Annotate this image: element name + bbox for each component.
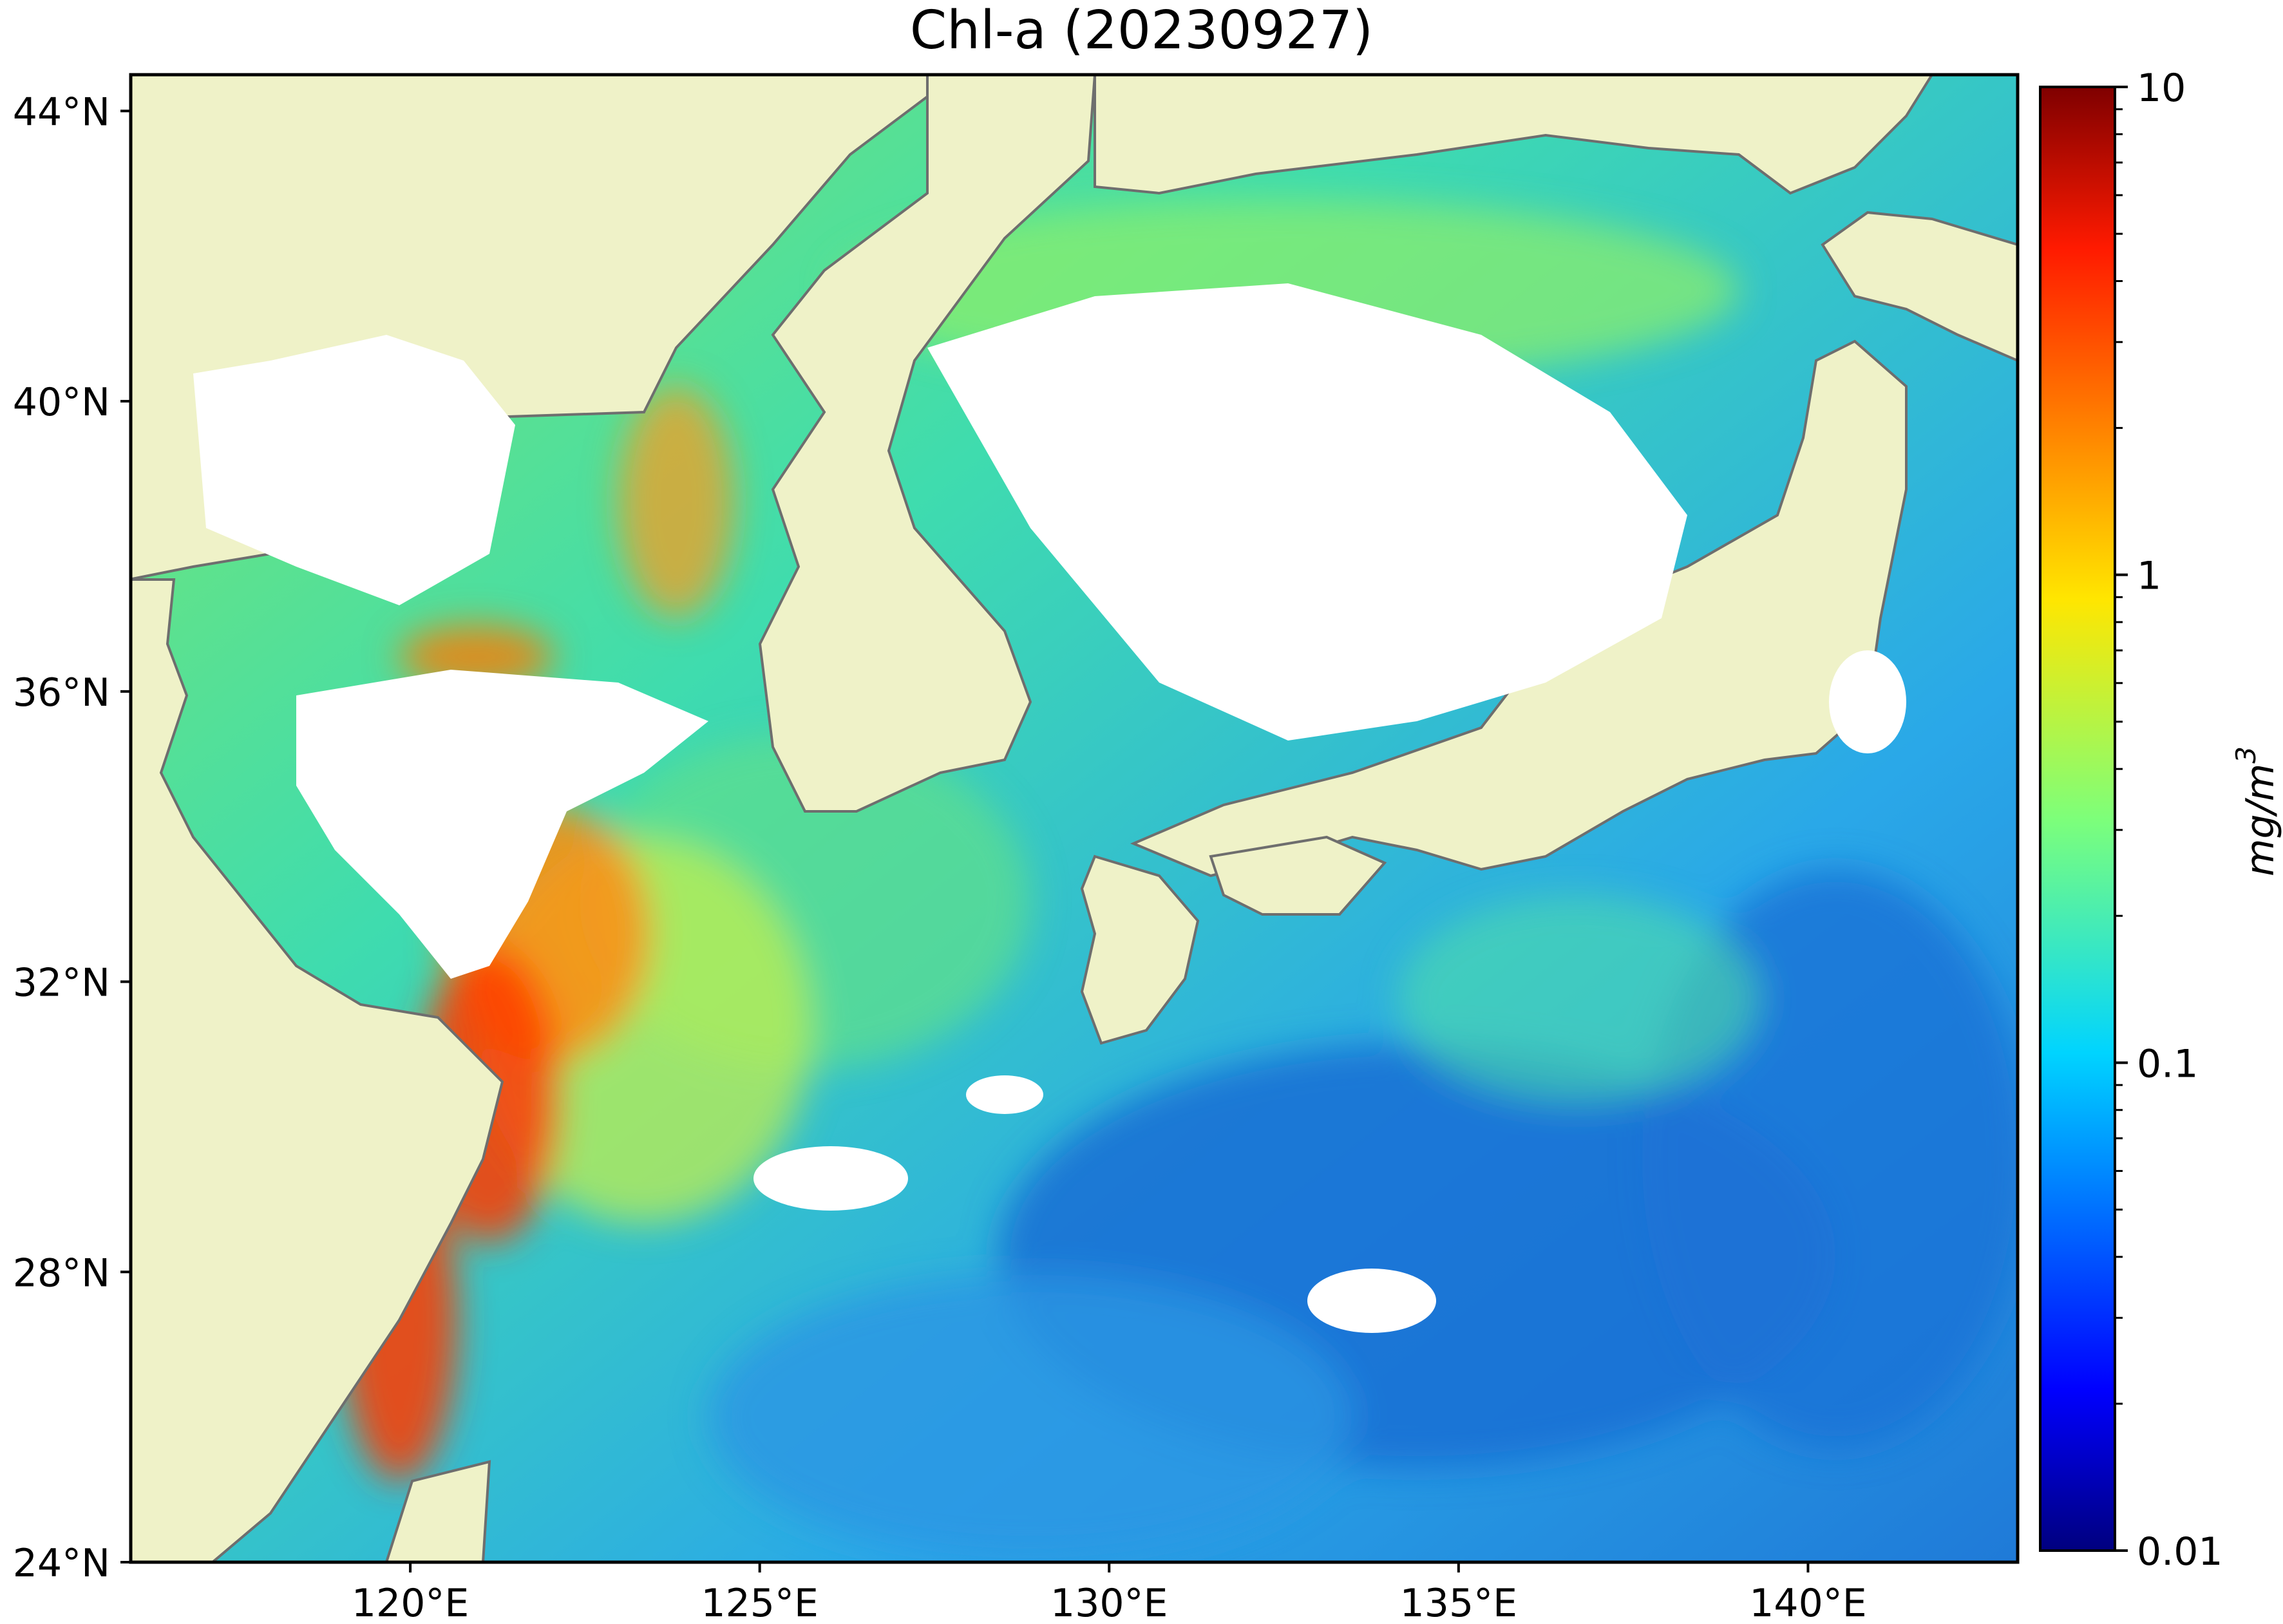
land-taiwan bbox=[384, 1460, 491, 1562]
lon-tick-label: 130°E bbox=[1050, 1581, 1168, 1624]
lat-tick-label: 36°N bbox=[13, 670, 110, 715]
land-korea bbox=[758, 75, 1097, 813]
land-russia bbox=[1094, 75, 1934, 195]
land-japan-hokkaido bbox=[1821, 211, 2018, 363]
lon-tick-label: 140°E bbox=[1749, 1581, 1866, 1624]
colorbar-tick-label: 1 bbox=[2137, 554, 2161, 599]
lat-tick-label: 44°N bbox=[13, 90, 110, 135]
lat-tick-label: 24°N bbox=[13, 1541, 110, 1586]
lat-axis: 44°N 40°N 36°N 32°N 28°N 24°N bbox=[13, 90, 131, 1586]
lon-tick-label: 135°E bbox=[1400, 1581, 1517, 1624]
land-japan-kyushu bbox=[1080, 854, 1200, 1045]
colorbar-unit-sup: 3 bbox=[2230, 746, 2262, 764]
lon-tick-label: 120°E bbox=[352, 1581, 469, 1624]
map-border bbox=[129, 73, 2020, 1564]
colorbar-unit-label: mg/m3 bbox=[2230, 746, 2283, 876]
land-japan-shikoku bbox=[1209, 835, 1387, 916]
lon-axis: 120°E 125°E 130°E 135°E 140°E bbox=[352, 1562, 1867, 1624]
colorbar-gradient bbox=[2039, 86, 2116, 1552]
lat-tick-label: 28°N bbox=[13, 1251, 110, 1296]
map-frame bbox=[131, 75, 2018, 1562]
nodata-regions bbox=[193, 283, 1906, 1333]
map-title: Chl-a (20230927) bbox=[909, 0, 1374, 61]
lat-tick-label: 40°N bbox=[13, 380, 110, 425]
colorbar-unit-text: mg/m bbox=[2238, 764, 2283, 876]
lat-tick-label: 32°N bbox=[13, 961, 110, 1006]
lon-tick-label: 125°E bbox=[701, 1581, 818, 1624]
colorbar-tick-label: 10 bbox=[2137, 66, 2186, 111]
colorbar-tick-label: 0.1 bbox=[2137, 1041, 2198, 1086]
colorbar: 10 1 0.1 0.01 mg/m3 bbox=[2039, 66, 2283, 1574]
colorbar-tick-label: 0.01 bbox=[2137, 1529, 2223, 1574]
colorbar-ticks: 10 1 0.1 0.01 bbox=[2115, 66, 2223, 1574]
